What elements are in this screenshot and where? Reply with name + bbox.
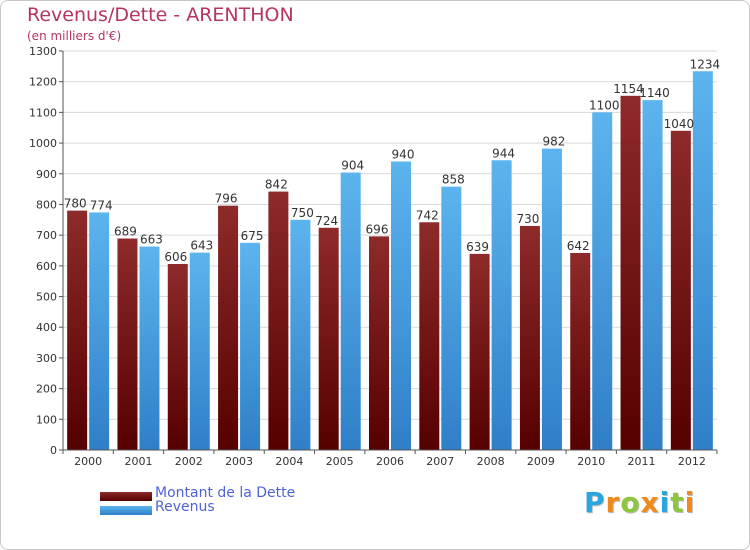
bar-dette bbox=[519, 225, 540, 450]
chart-subtitle: (en milliers d'€) bbox=[27, 29, 122, 43]
bar-dette bbox=[268, 191, 289, 450]
data-label-revenus: 858 bbox=[442, 173, 465, 187]
data-label-revenus: 1140 bbox=[639, 86, 670, 100]
data-label-dette: 796 bbox=[215, 192, 238, 206]
data-label-dette: 1154 bbox=[613, 82, 644, 96]
legend-swatch-debt bbox=[100, 492, 152, 501]
legend-label-debt: Montant de la Dette bbox=[155, 485, 296, 501]
y-tick-label: 600 bbox=[36, 260, 57, 273]
data-label-revenus: 675 bbox=[241, 229, 264, 243]
bars bbox=[67, 71, 713, 451]
data-label-dette: 606 bbox=[164, 250, 187, 264]
brand-letter: t bbox=[670, 486, 685, 519]
bar-revenus bbox=[139, 246, 160, 450]
data-label-revenus: 904 bbox=[341, 159, 364, 173]
data-label-revenus: 774 bbox=[90, 198, 113, 212]
data-label-dette: 724 bbox=[315, 214, 338, 228]
brand-letter: i bbox=[659, 486, 671, 519]
data-label-revenus: 982 bbox=[542, 135, 565, 149]
data-label-revenus: 940 bbox=[392, 147, 415, 161]
chart-title: Revenus/Dette - ARENTHON bbox=[27, 4, 294, 26]
bar-revenus bbox=[189, 252, 210, 450]
x-tick-label: 2009 bbox=[527, 455, 555, 468]
bar-revenus bbox=[692, 71, 713, 450]
brand-letter: r bbox=[605, 486, 621, 519]
axes: 0 100 200 300 400 500 600 700 800 900 1000 1100 1200… bbox=[29, 45, 718, 468]
x-tick-label: 2004 bbox=[275, 455, 303, 468]
y-tick-label: 0 bbox=[50, 444, 57, 457]
bar-dette bbox=[670, 130, 691, 451]
bar-revenus bbox=[592, 112, 613, 450]
bar-revenus bbox=[441, 186, 462, 450]
y-tick-label: 1300 bbox=[29, 45, 57, 58]
x-tick-label: 2002 bbox=[175, 455, 203, 468]
bar-revenus bbox=[491, 160, 512, 450]
bar-dette bbox=[318, 227, 339, 450]
data-label-dette: 1040 bbox=[664, 117, 695, 131]
x-tick-label: 2010 bbox=[577, 455, 605, 468]
brand-logo: Proxiti bbox=[584, 486, 695, 519]
data-label-dette: 842 bbox=[265, 178, 288, 192]
data-label-dette: 730 bbox=[516, 212, 539, 226]
bar-dette bbox=[67, 210, 88, 450]
y-tick-label: 500 bbox=[36, 291, 57, 304]
bar-dette bbox=[620, 95, 641, 451]
legend-label-revenus: Revenus bbox=[155, 499, 215, 515]
x-tick-label: 2005 bbox=[326, 455, 354, 468]
data-label-revenus: 750 bbox=[291, 206, 314, 220]
y-tick-label: 300 bbox=[36, 352, 57, 365]
x-tick-label: 2006 bbox=[376, 455, 404, 468]
brand-letter: x bbox=[640, 486, 660, 519]
brand-letter: o bbox=[620, 486, 641, 519]
y-tick-label: 1100 bbox=[29, 106, 57, 119]
bar-revenus bbox=[89, 212, 110, 450]
data-label-dette: 780 bbox=[64, 197, 87, 211]
bar-dette bbox=[369, 236, 389, 450]
x-tick-label: 2011 bbox=[628, 455, 656, 468]
bar-dette bbox=[117, 238, 138, 450]
y-tick-label: 1200 bbox=[29, 76, 57, 89]
bar-dette bbox=[469, 253, 490, 450]
data-label-dette: 696 bbox=[366, 222, 389, 236]
x-tick-label: 2000 bbox=[74, 455, 102, 468]
bar-revenus bbox=[541, 148, 562, 450]
y-tick-label: 400 bbox=[36, 321, 57, 334]
y-tick-label: 700 bbox=[36, 229, 57, 242]
data-label-revenus: 1234 bbox=[690, 57, 721, 71]
bar-dette bbox=[167, 264, 188, 450]
legend-swatch-revenus bbox=[100, 506, 152, 515]
bar-revenus bbox=[340, 172, 361, 450]
x-tick-label: 2007 bbox=[426, 455, 454, 468]
y-tick-label: 800 bbox=[36, 198, 57, 211]
data-label-revenus: 663 bbox=[140, 233, 163, 247]
data-label-revenus: 1100 bbox=[589, 98, 620, 112]
data-label-revenus: 944 bbox=[492, 146, 515, 160]
bar-revenus bbox=[391, 161, 411, 450]
x-tick-label: 2001 bbox=[124, 455, 152, 468]
x-tick-label: 2008 bbox=[477, 455, 505, 468]
bar-revenus bbox=[290, 219, 311, 450]
x-tick-label: 2012 bbox=[678, 455, 706, 468]
data-label-dette: 639 bbox=[466, 240, 489, 254]
bar-dette bbox=[218, 205, 239, 450]
y-tick-label: 1000 bbox=[29, 137, 57, 150]
data-label-dette: 689 bbox=[114, 225, 137, 239]
brand-letter: P bbox=[584, 486, 606, 519]
data-label-dette: 742 bbox=[416, 208, 439, 222]
brand-letter: i bbox=[684, 486, 696, 519]
x-tick-label: 2003 bbox=[225, 455, 253, 468]
bar-dette bbox=[570, 252, 591, 450]
data-label-dette: 642 bbox=[567, 239, 590, 253]
y-tick-label: 900 bbox=[36, 168, 57, 181]
bar-revenus bbox=[240, 242, 261, 450]
y-tick-label: 200 bbox=[36, 383, 57, 396]
data-label-revenus: 643 bbox=[190, 239, 213, 253]
bar-revenus bbox=[642, 100, 663, 450]
y-tick-label: 100 bbox=[36, 413, 57, 426]
bar-dette bbox=[419, 222, 440, 450]
